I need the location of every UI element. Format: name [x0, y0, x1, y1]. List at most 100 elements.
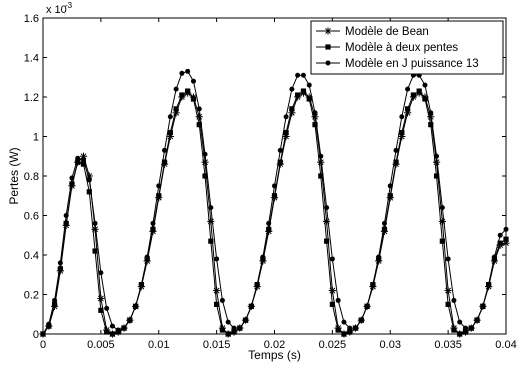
series-2-point [80, 161, 87, 167]
series-2-point [202, 173, 208, 179]
series-2-point [329, 301, 335, 307]
series-3-point [57, 260, 63, 266]
series-3-point [428, 110, 434, 116]
series-3-point [231, 325, 237, 331]
series-1-point [207, 217, 215, 226]
x-tick-label: 0.005 [87, 339, 115, 351]
legend-marker [325, 44, 331, 50]
series-2-point [63, 220, 69, 226]
legend-item-1: Modèle de Bean [316, 26, 429, 38]
series-2-point [347, 329, 353, 335]
series-3-point [277, 147, 283, 153]
x-tick-label: 0.015 [203, 339, 231, 351]
series-3-point [439, 205, 445, 211]
series-3-point [393, 147, 399, 153]
series-3-point [167, 114, 173, 120]
series-3-point [98, 270, 104, 276]
series-2-point [185, 88, 191, 94]
series-2-point [57, 266, 63, 272]
series-3-point [162, 147, 168, 153]
series-3-point [306, 82, 312, 88]
series-2-point [387, 193, 393, 199]
series-3-point [69, 175, 75, 181]
series-3-point [434, 153, 440, 159]
series-2-point [69, 181, 75, 187]
y-tick-label: 1.6 [24, 13, 39, 25]
series-3-point [266, 220, 272, 226]
series-3-point [486, 282, 492, 288]
legend-label: Modèle en J puissance 13 [345, 58, 479, 70]
series-3-point [468, 325, 474, 331]
series-2-point [161, 159, 168, 165]
series-2-point [173, 106, 179, 112]
series-2-point [190, 96, 197, 102]
series-2-point [266, 226, 272, 232]
series-1-point [97, 294, 105, 303]
series-3-point [92, 220, 98, 226]
series-3-point [445, 256, 451, 262]
series-3-point [237, 325, 243, 331]
series-2-point [405, 106, 411, 112]
series-3-point [295, 72, 301, 78]
series-2-point [497, 240, 503, 246]
series-3-point [364, 303, 370, 309]
legend-box [310, 20, 504, 75]
series-3-point [52, 297, 58, 303]
series-2-point [277, 159, 283, 165]
y-exponent-base: x 10 [46, 4, 67, 16]
series-3-point [387, 183, 393, 189]
series-3-point [341, 319, 347, 325]
series-3-point [347, 325, 353, 331]
legend-label: Modèle de Bean [345, 26, 429, 38]
series-3-point [422, 82, 428, 88]
series-2-point [150, 226, 156, 232]
series-1-point [438, 217, 446, 226]
series-2-point [323, 238, 330, 244]
x-tick-label: 0.04 [495, 339, 516, 351]
series-3-point [474, 317, 480, 323]
series-3-point [214, 256, 220, 262]
series-3-point [260, 254, 266, 260]
series-3-point [312, 110, 318, 116]
series-2-point [393, 159, 399, 165]
y-tick-label: 0.8 [24, 171, 39, 183]
series-3-point [405, 86, 411, 92]
series-1-point [322, 217, 331, 226]
series-3-point [491, 254, 497, 260]
series-3-point [190, 78, 196, 84]
series-3-point [283, 114, 289, 120]
series-3 [40, 68, 509, 337]
series-3-point [127, 317, 133, 323]
series-3-point [254, 282, 260, 288]
legend-items: Modèle de Bean Modèle à deux pentes Modèle… [316, 26, 479, 70]
series-3-point [376, 254, 382, 260]
y-tick-label: 1.4 [24, 53, 39, 65]
ticks-layer: 0 0.005 0.01 0.015 0.02 0.025 0.03 0.035 0.04 0 0.… [24, 13, 517, 351]
series-2-point [381, 226, 388, 232]
series-3-point [335, 297, 341, 303]
series-1-point [201, 158, 209, 166]
series-3-point [150, 220, 156, 226]
series-3-point [104, 305, 110, 311]
series-2-point [283, 129, 289, 136]
series-3-point [81, 157, 87, 163]
series-3-point [248, 303, 254, 309]
series-3-point [144, 254, 150, 260]
series-3-point [202, 151, 208, 157]
series-2-point [51, 301, 58, 307]
series-2-point [306, 96, 312, 102]
series-2-point [104, 329, 110, 335]
series-3-point [462, 325, 468, 331]
series-3-point [399, 114, 405, 120]
legend-label: Modèle à deux pentes [345, 42, 458, 54]
series-3-point [133, 303, 139, 309]
y-tick-label: 0.2 [24, 290, 39, 302]
series-2-point [451, 327, 457, 333]
series-3-point [109, 323, 115, 329]
series-3-point [243, 317, 249, 323]
x-tick-label: 0 [40, 339, 46, 351]
series-2-point [75, 159, 81, 165]
series-2-point [92, 248, 98, 254]
series-3-point [300, 72, 306, 78]
